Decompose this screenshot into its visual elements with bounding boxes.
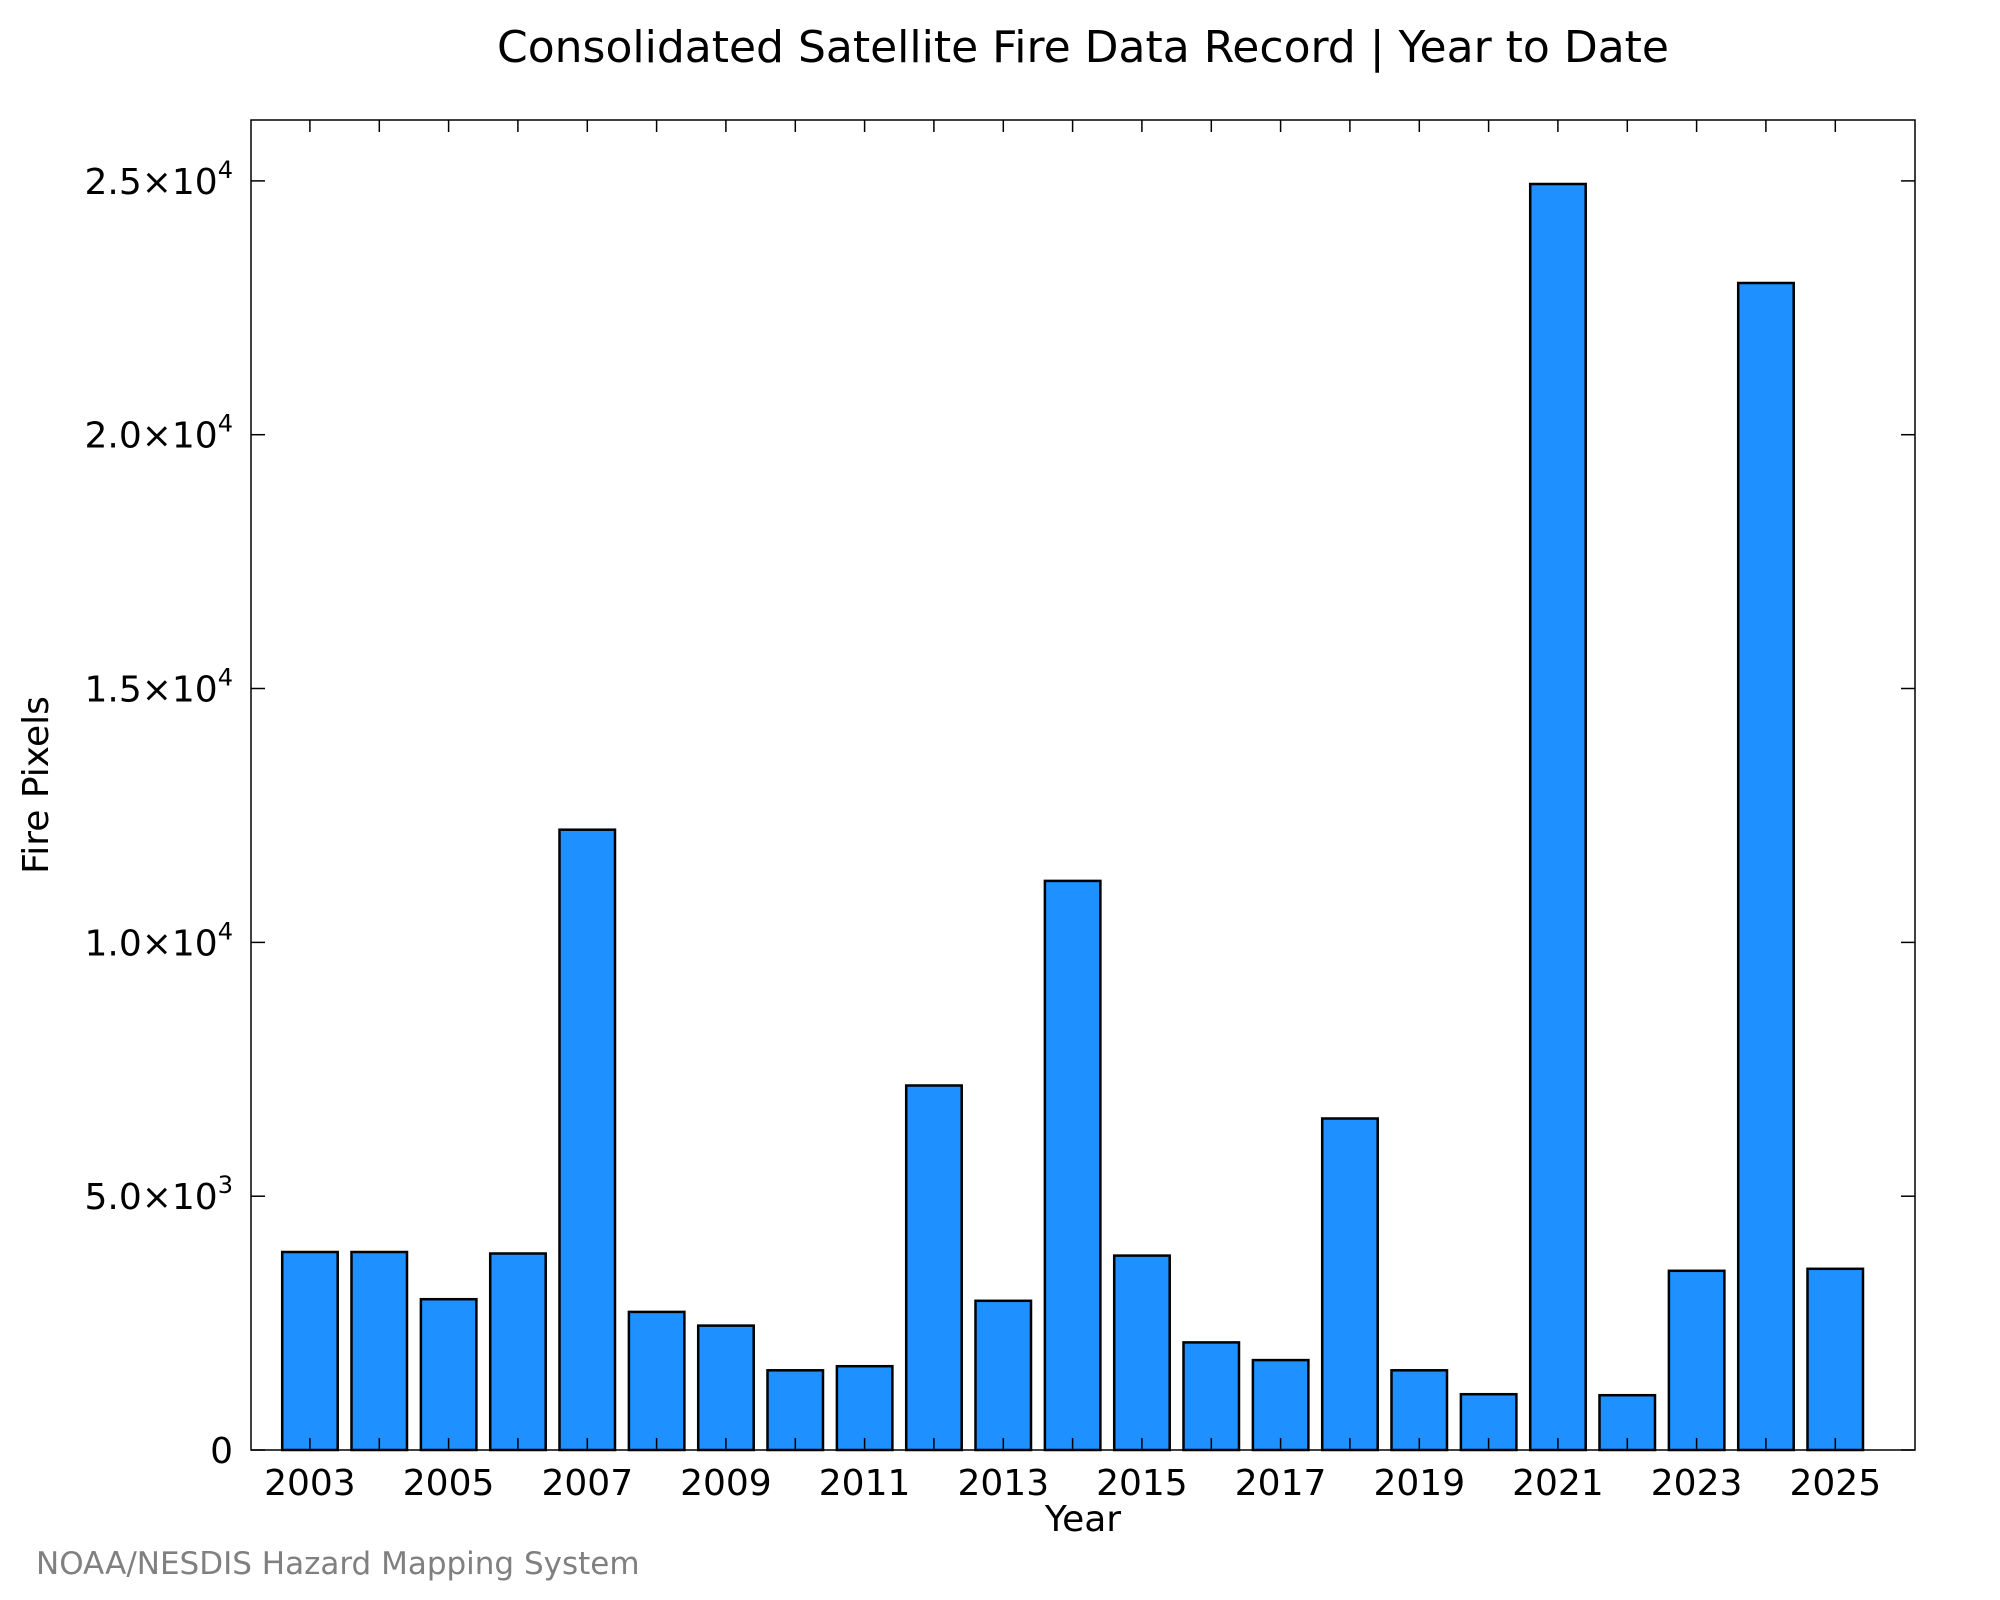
y-tick-mantissa: 5.0×10 — [84, 1177, 217, 1218]
y-tick-exponent: 4 — [218, 410, 233, 438]
x-tick-label: 2005 — [403, 1463, 495, 1504]
bar-2004 — [350, 1250, 409, 1452]
bar-2018 — [1320, 1117, 1379, 1452]
bar-2009 — [696, 1324, 755, 1452]
bar-2016 — [1182, 1341, 1241, 1452]
y-tick-mantissa: 2.0×10 — [84, 416, 217, 457]
y-tick-exponent: 3 — [218, 1171, 233, 1199]
bar-2017 — [1251, 1358, 1310, 1452]
y-tick-label: 2.0×104 — [84, 410, 233, 457]
x-tick-label: 2017 — [1235, 1463, 1327, 1504]
y-tick-label: 5.0×103 — [84, 1171, 233, 1218]
bar-2025 — [1806, 1267, 1865, 1452]
y-axis-label: Fire Pixels — [16, 696, 57, 874]
y-tick-mantissa: 1.0×10 — [84, 923, 217, 964]
x-tick-label: 2015 — [1096, 1463, 1188, 1504]
bar-2012 — [904, 1084, 963, 1452]
x-tick-label: 2025 — [1789, 1463, 1881, 1504]
credit-text: NOAA/NESDIS Hazard Mapping System — [36, 1546, 640, 1582]
x-tick-label: 2021 — [1512, 1463, 1604, 1504]
y-tick-mantissa: 1.5×10 — [84, 670, 217, 711]
y-tick-exponent: 4 — [218, 664, 233, 692]
bar-2024 — [1736, 281, 1795, 1452]
plot-frame — [250, 119, 1916, 1451]
bar-2013 — [974, 1299, 1033, 1452]
y-tick-label: 2.5×104 — [84, 156, 233, 203]
x-tick-label: 2007 — [541, 1463, 633, 1504]
bar-2021 — [1528, 182, 1587, 1452]
bar-2005 — [419, 1297, 478, 1452]
y-tick-exponent: 4 — [218, 917, 233, 945]
bar-2014 — [1043, 879, 1102, 1452]
y-tick-mantissa: 2.5×10 — [84, 162, 217, 203]
x-tick-label: 2019 — [1373, 1463, 1465, 1504]
y-tick-mantissa: 0 — [210, 1431, 233, 1472]
bar-2023 — [1667, 1269, 1726, 1452]
y-tick-exponent: 4 — [218, 156, 233, 184]
y-tick-label: 0 — [210, 1431, 233, 1472]
y-tick-label: 1.5×104 — [84, 664, 233, 711]
bar-2007 — [558, 828, 617, 1452]
x-axis-ticks: 2003 2005 2007 2009 2011 2013 2015 2017 2019 2021… — [264, 120, 1881, 1504]
bar-2015 — [1112, 1254, 1171, 1452]
bar-2003 — [280, 1250, 339, 1452]
bars-layer — [280, 182, 1865, 1452]
x-tick-label: 2003 — [264, 1463, 356, 1504]
bar-2011 — [835, 1364, 894, 1452]
x-tick-label: 2011 — [819, 1463, 911, 1504]
y-tick-label: 1.0×104 — [84, 917, 233, 964]
chart-title: Consolidated Satellite Fire Data Record … — [497, 22, 1669, 73]
x-axis-label: Year — [1044, 1499, 1121, 1540]
x-tick-label: 2013 — [957, 1463, 1049, 1504]
x-tick-label: 2009 — [680, 1463, 772, 1504]
x-tick-label: 2023 — [1651, 1463, 1743, 1504]
bar-2008 — [627, 1310, 686, 1452]
bar-2006 — [488, 1252, 547, 1452]
